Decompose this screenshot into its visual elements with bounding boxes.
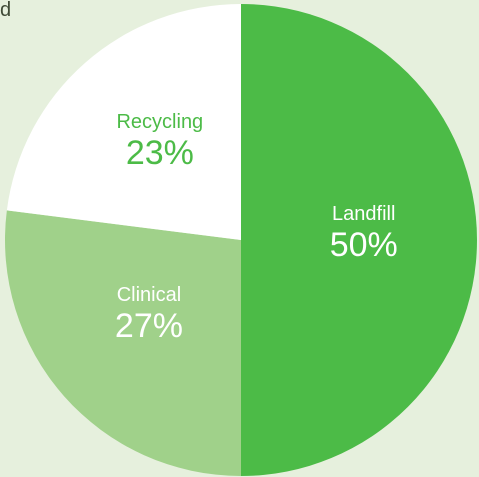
slice-percent-recycling: 23% [126,134,194,172]
slice-label-landfill: Landfill [332,203,395,225]
pie-slice-clinical [4,210,242,476]
slice-percent-landfill: 50% [330,226,398,264]
slice-percent-clinical: 27% [115,307,183,345]
cropped-corner-text: d [0,0,12,21]
pie-slice-recycling [6,4,241,240]
pie-slice-landfill [241,4,477,476]
slice-label-clinical: Clinical [117,284,181,306]
slice-label-recycling: Recycling [116,111,203,133]
